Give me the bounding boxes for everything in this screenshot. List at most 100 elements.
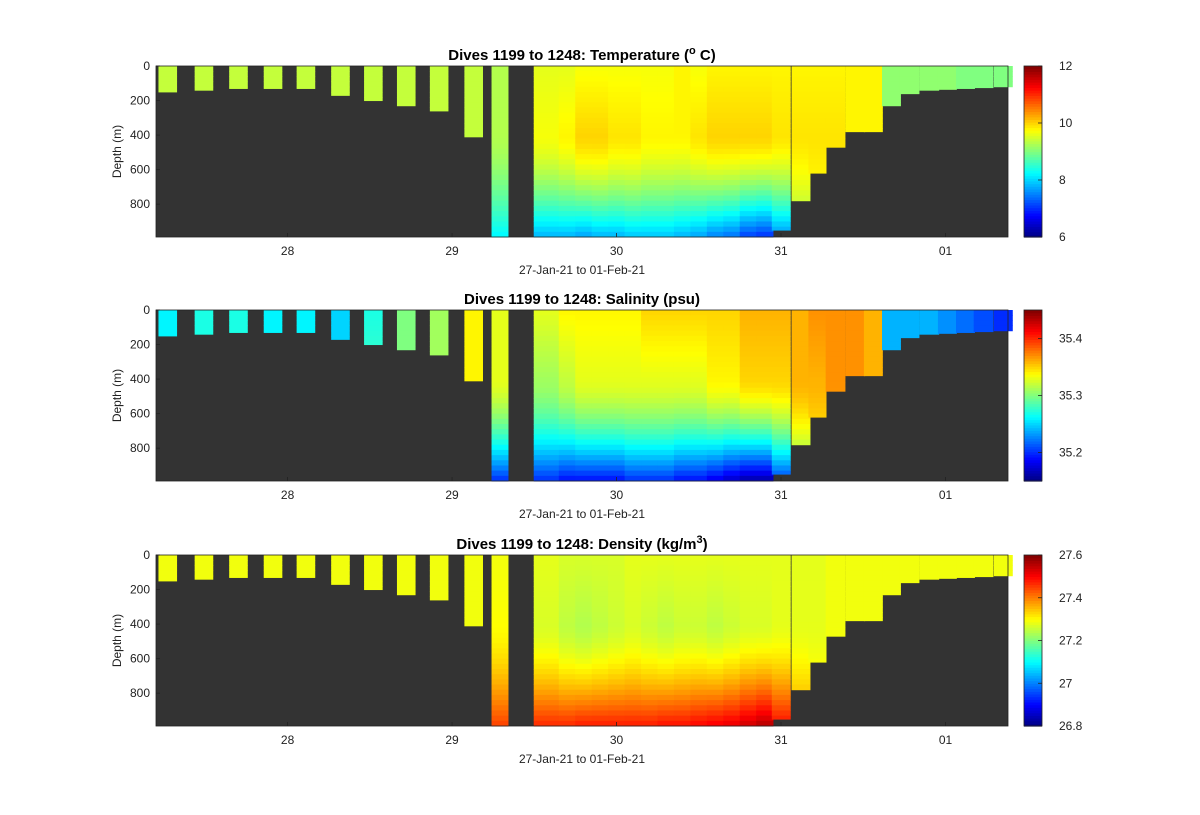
data-cell: [673, 128, 692, 134]
data-cell: [899, 91, 920, 95]
data-cell: [491, 653, 509, 660]
data-cell: [657, 81, 675, 88]
data-cell: [533, 643, 569, 649]
data-cell: [591, 128, 609, 134]
data-cell: [608, 148, 626, 155]
data-cell: [739, 325, 758, 332]
data-cell: [558, 413, 577, 420]
data-cell: [608, 387, 626, 394]
data-cell: [591, 565, 609, 572]
data-cell: [739, 555, 758, 561]
data-cell: [624, 555, 642, 561]
data-cell: [973, 71, 994, 77]
data-cell: [657, 221, 675, 228]
data-cell: [558, 622, 577, 629]
data-cell: [296, 555, 316, 561]
colorbar-step: [1024, 475, 1042, 479]
data-cell: [657, 470, 675, 477]
data-cell: [756, 705, 774, 711]
data-cell: [791, 627, 811, 634]
data-cell: [706, 612, 725, 618]
data-cell: [756, 174, 774, 181]
data-cell: [673, 413, 692, 420]
data-cell: [491, 622, 509, 629]
colorbar-step: [1024, 186, 1042, 190]
data-cell: [690, 81, 708, 88]
data-cell: [808, 102, 827, 108]
data-cell: [825, 591, 846, 597]
data-cell: [690, 398, 708, 404]
data-cell: [825, 315, 846, 321]
data-cell: [756, 315, 774, 321]
data-cell: [791, 128, 811, 134]
colorbar-step: [1024, 653, 1042, 658]
data-cell: [657, 346, 675, 352]
data-cell: [491, 669, 509, 675]
data-cell: [624, 575, 642, 582]
data-cell: [533, 346, 569, 352]
data-cell: [739, 622, 758, 629]
data-cell: [882, 320, 901, 327]
data-cell: [491, 658, 509, 665]
data-cell: [491, 102, 509, 108]
data-cell: [491, 643, 509, 649]
data-cell: [464, 570, 483, 577]
colorbar-step: [1024, 379, 1042, 383]
data-cell: [739, 424, 758, 430]
data-cell: [690, 460, 708, 466]
data-cell: [533, 710, 569, 717]
data-cell: [575, 315, 593, 321]
data-cell: [575, 148, 593, 155]
dive-column: [624, 310, 642, 482]
data-cell: [739, 612, 758, 618]
dive-column: [533, 66, 569, 238]
data-cell: [464, 586, 483, 592]
data-cell: [825, 382, 846, 389]
data-cell: [791, 123, 811, 129]
data-cell: [641, 205, 659, 212]
data-cell: [641, 460, 659, 466]
data-cell: [771, 429, 791, 435]
data-cell: [706, 444, 725, 451]
data-cell: [993, 310, 1013, 316]
data-cell: [591, 138, 609, 145]
colorbar-step: [1024, 611, 1042, 615]
data-cell: [690, 169, 708, 176]
data-cell: [673, 81, 692, 88]
data-cell: [723, 617, 741, 623]
data-cell: [863, 356, 883, 363]
data-cell: [706, 575, 725, 582]
data-cell: [973, 66, 994, 72]
data-cell: [429, 76, 449, 83]
data-cell: [591, 112, 609, 119]
data-cell: [591, 341, 609, 347]
dive-column: [808, 555, 827, 663]
y-tick-label: 200: [130, 583, 150, 597]
data-cell: [723, 674, 741, 680]
data-cell: [657, 560, 675, 566]
data-cell: [756, 143, 774, 150]
data-cell: [657, 648, 675, 654]
data-cell: [771, 449, 791, 456]
colorbar-step: [1024, 464, 1042, 469]
data-cell: [882, 325, 901, 332]
data-cell: [575, 555, 593, 561]
data-cell: [558, 180, 577, 186]
data-cell: [756, 346, 774, 352]
data-cell: [771, 335, 791, 342]
data-cell: [575, 720, 593, 727]
data-cell: [624, 346, 642, 352]
data-cell: [641, 648, 659, 654]
data-cell: [706, 627, 725, 634]
data-cell: [624, 596, 642, 603]
data-cell: [491, 123, 509, 129]
data-cell: [608, 418, 626, 425]
data-cell: [791, 591, 811, 597]
data-cell: [296, 575, 316, 578]
data-cell: [690, 310, 708, 316]
data-cell: [739, 596, 758, 603]
data-cell: [624, 622, 642, 629]
colorbar-tick-label: 35.3: [1059, 389, 1083, 403]
data-cell: [771, 470, 791, 475]
data-cell: [533, 658, 569, 665]
